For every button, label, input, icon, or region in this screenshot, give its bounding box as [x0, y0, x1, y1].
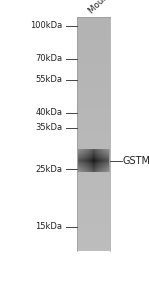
Text: 25kDa: 25kDa [36, 165, 63, 174]
Text: 35kDa: 35kDa [35, 123, 63, 132]
Text: 100kDa: 100kDa [30, 21, 63, 30]
Text: GSTM2: GSTM2 [123, 155, 149, 166]
Text: 40kDa: 40kDa [36, 108, 63, 117]
Text: 55kDa: 55kDa [36, 75, 63, 84]
Text: Mouse testis: Mouse testis [87, 0, 132, 15]
Text: 15kDa: 15kDa [36, 222, 63, 231]
Text: 70kDa: 70kDa [35, 54, 63, 63]
